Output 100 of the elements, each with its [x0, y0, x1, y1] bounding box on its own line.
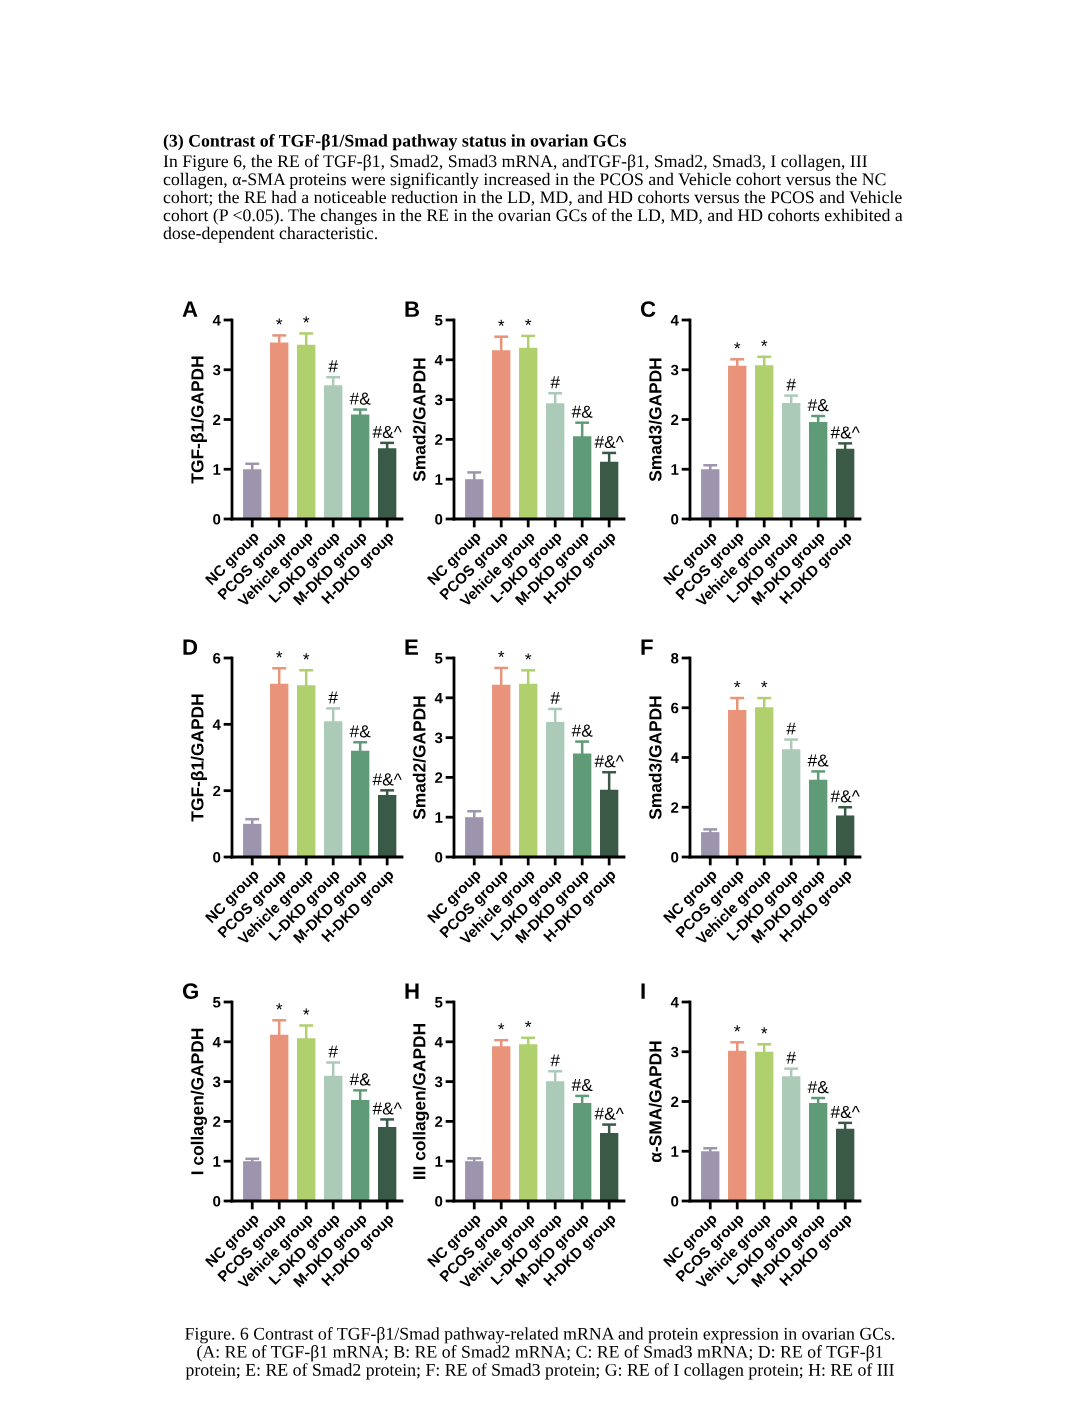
- y-tick-label: 2: [213, 785, 221, 797]
- annotation: #&^: [830, 426, 860, 439]
- text: Figure. 6 Contrast of TGF-β1/Smad pathway-related mRNA and protein expression in ovarian GCs. (A: RE of TGF-β1 mRNA; B: RE of Smad2 mRNA; C: RE of Smad3 mRNA; D: RE of TGF-β1 protein; E: RE of Smad2 protein; F: RE of Smad3 protein; G: RE of I collagen protein; H: RE of III: [185, 1327, 895, 1380]
- bar: [465, 1161, 484, 1201]
- annotation: #: [328, 691, 338, 704]
- annotation: *: [498, 651, 505, 658]
- y-tick-label: 0: [213, 513, 221, 525]
- annotation: #: [550, 376, 560, 389]
- annotation: *: [525, 318, 532, 326]
- annotation: *: [734, 681, 741, 688]
- chart-title: G: [182, 983, 198, 999]
- y-tick-label: 1: [671, 464, 679, 475]
- chart-title: D: [183, 639, 198, 655]
- annotation: *: [761, 1027, 768, 1034]
- annotation: *: [761, 681, 768, 688]
- y-axis-title: Smad2/GAPDH: [412, 696, 426, 820]
- y-tick-label: 4: [670, 752, 679, 763]
- annotation: *: [276, 1003, 283, 1010]
- annotation: #: [786, 378, 796, 391]
- y-tick-label: 2: [213, 414, 221, 425]
- annotation: #&: [571, 1078, 593, 1092]
- y-tick-label: 0: [435, 513, 443, 525]
- chart-title: H: [405, 983, 419, 999]
- annotation: *: [276, 318, 283, 325]
- y-tick-label: 4: [434, 354, 443, 366]
- annotation: #&^: [594, 1107, 624, 1120]
- annotation: #&^: [830, 790, 860, 803]
- annotation: #&: [349, 392, 371, 405]
- annotation: #&^: [372, 773, 402, 786]
- y-axis-title: I collagen/GAPDH: [190, 1028, 207, 1175]
- bar: [835, 1128, 855, 1201]
- y-tick-label: 2: [671, 802, 679, 813]
- y-tick-label: 4: [670, 997, 679, 1008]
- annotation: #: [550, 692, 560, 704]
- bar: [377, 448, 397, 519]
- text: (3) Contrast of TGF-β1/Smad pathway status in ovarian GCs: [163, 134, 626, 151]
- y-tick-label: 2: [435, 434, 443, 445]
- annotation: #&^: [594, 755, 624, 768]
- y-tick-label: 5: [435, 315, 443, 326]
- y-tick-label: 8: [671, 652, 679, 664]
- annotation: #&: [571, 724, 593, 737]
- annotation: *: [761, 339, 768, 346]
- annotation: #: [786, 722, 796, 735]
- y-tick-label: 6: [213, 652, 221, 664]
- chart-title: I: [641, 983, 645, 999]
- annotation: *: [276, 651, 283, 658]
- bar: [243, 469, 262, 519]
- annotation: *: [498, 319, 505, 326]
- y-tick-label: 0: [435, 1195, 443, 1207]
- y-tick-label: 2: [671, 414, 679, 425]
- y-tick-label: 0: [213, 851, 221, 863]
- bar: [243, 823, 262, 857]
- y-tick-label: 0: [671, 513, 679, 525]
- bar: [377, 794, 397, 857]
- annotation: #&: [349, 725, 371, 738]
- y-tick-label: 1: [213, 464, 221, 475]
- y-tick-label: 1: [671, 1146, 679, 1157]
- y-tick-label: 3: [434, 1076, 443, 1088]
- annotation: #&^: [372, 1102, 402, 1115]
- annotation: *: [734, 1025, 741, 1032]
- bar: [809, 421, 828, 519]
- chart-title: F: [641, 639, 653, 655]
- annotation: *: [303, 653, 310, 660]
- annotation: #&^: [594, 435, 624, 449]
- y-tick-label: 3: [670, 364, 679, 376]
- y-tick-label: 3: [434, 394, 443, 406]
- y-axis-title: TGF-β1/GAPDH: [190, 694, 207, 822]
- annotation: #&: [349, 1073, 371, 1086]
- y-tick-label: 2: [671, 1096, 679, 1107]
- y-tick-label: 5: [213, 997, 221, 1008]
- y-tick-label: 4: [212, 719, 221, 730]
- annotation: *: [525, 1020, 532, 1027]
- y-tick-label: 3: [212, 364, 221, 376]
- annotation: #: [550, 1054, 560, 1067]
- y-axis-title: Smad3/GAPDH: [648, 358, 662, 482]
- y-tick-label: 1: [435, 474, 443, 485]
- y-axis-title: III collagen/GAPDH: [412, 1024, 429, 1179]
- annotation: #&^: [372, 425, 402, 439]
- annotation: #: [328, 360, 338, 373]
- bar: [243, 1161, 262, 1201]
- annotation: *: [498, 1023, 505, 1030]
- y-tick-label: 4: [434, 1036, 443, 1048]
- annotation: *: [525, 653, 532, 660]
- y-tick-label: 3: [434, 732, 443, 744]
- annotation: *: [734, 342, 741, 349]
- annotation: #&: [571, 405, 593, 418]
- y-tick-label: 0: [213, 1195, 221, 1207]
- y-tick-label: 5: [435, 653, 443, 664]
- chart-title: E: [405, 639, 418, 655]
- annotation: *: [303, 316, 310, 323]
- y-tick-label: 4: [670, 315, 679, 326]
- annotation: #&^: [830, 1105, 860, 1119]
- y-tick-label: 2: [435, 772, 443, 783]
- y-axis-title: TGF-β1/GAPDH: [190, 356, 207, 484]
- bar: [835, 448, 855, 519]
- y-tick-label: 1: [435, 1156, 443, 1167]
- annotation: #: [786, 1051, 796, 1064]
- y-tick-label: 2: [435, 1116, 443, 1127]
- y-tick-label: 1: [435, 812, 443, 823]
- chart-title: B: [405, 301, 420, 317]
